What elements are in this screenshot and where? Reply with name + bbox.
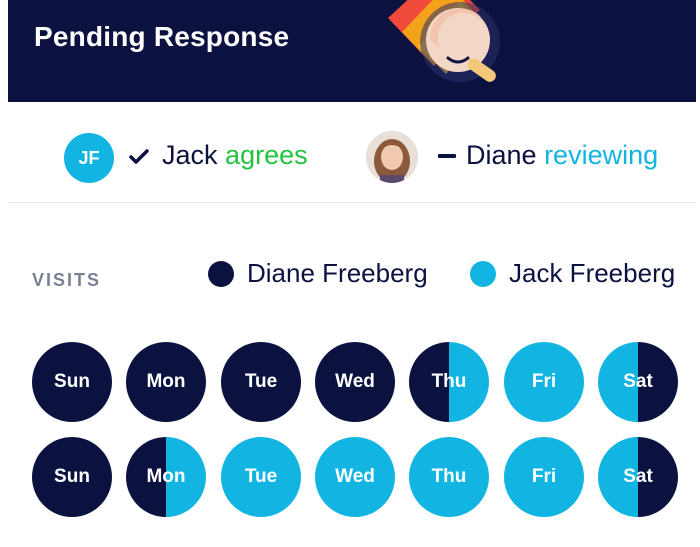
day-tue-week-2[interactable]: Tue — [221, 437, 301, 517]
page-title: Pending Response — [34, 21, 290, 52]
day-thu-week-1[interactable]: Thu — [409, 342, 489, 422]
day-sun-week-1[interactable]: Sun — [32, 342, 112, 422]
day-label: Fri — [531, 371, 557, 392]
day-label: Sat — [623, 371, 653, 392]
header-banner: Pending Response — [8, 0, 696, 102]
legend-jack: Jack Freeberg — [470, 258, 675, 289]
day-thu-week-2[interactable]: Thu — [409, 437, 489, 517]
pending-dash-icon — [438, 154, 456, 158]
response-status-row: JF Jack agrees Diane reviewing — [0, 125, 700, 189]
jack-state: agrees — [225, 140, 308, 170]
visits-label: VISITS — [32, 270, 102, 290]
day-tue-week-1[interactable]: Tue — [221, 342, 301, 422]
day-label: Thu — [431, 371, 467, 392]
legend-diane-dot — [208, 260, 234, 287]
day-fri-week-1[interactable]: Fri — [504, 342, 584, 422]
day-label: Wed — [335, 466, 375, 487]
day-wed-week-1[interactable]: Wed — [315, 342, 395, 422]
legend-diane: Diane Freeberg — [208, 258, 428, 289]
day-sun-week-2[interactable]: Sun — [32, 437, 112, 517]
day-mon-week-1[interactable]: Mon — [126, 342, 206, 422]
legend-diane-label: Diane Freeberg — [247, 258, 428, 288]
day-fri-week-2[interactable]: Fri — [504, 437, 584, 517]
diane-avatar — [366, 131, 418, 183]
legend-jack-dot — [470, 260, 496, 287]
popsicle-illustration-icon — [388, 0, 500, 82]
diane-name: Diane — [466, 140, 537, 170]
legend-jack-label: Jack Freeberg — [509, 258, 676, 288]
diane-state: reviewing — [544, 140, 659, 170]
day-label: Sat — [623, 466, 653, 487]
day-label: Sun — [54, 466, 90, 487]
day-label: Wed — [335, 371, 375, 392]
week-row-1: Sun Mon Tue Wed Thu Fri Sat — [32, 342, 682, 422]
jack-name: Jack — [162, 140, 218, 170]
week-row-2: Sun Mon Tue Wed Thu Fri Sat — [32, 437, 682, 517]
diane-status: Diane reviewing — [466, 140, 658, 171]
day-sat-week-1[interactable]: Sat — [598, 342, 678, 422]
day-label: Thu — [431, 466, 467, 487]
day-label: Mon — [146, 466, 186, 487]
jack-status: Jack agrees — [162, 140, 308, 171]
day-label: Tue — [244, 371, 278, 392]
day-label: Sun — [54, 371, 90, 392]
day-wed-week-2[interactable]: Wed — [315, 437, 395, 517]
day-mon-week-2[interactable]: Mon — [126, 437, 206, 517]
day-label: Tue — [244, 466, 278, 487]
section-divider — [8, 202, 696, 203]
day-sat-week-2[interactable]: Sat — [598, 437, 678, 517]
check-icon — [129, 149, 149, 164]
day-label: Mon — [146, 371, 186, 392]
jack-avatar: JF — [64, 133, 114, 183]
day-label: Fri — [531, 466, 557, 487]
diane-photo — [366, 131, 418, 183]
